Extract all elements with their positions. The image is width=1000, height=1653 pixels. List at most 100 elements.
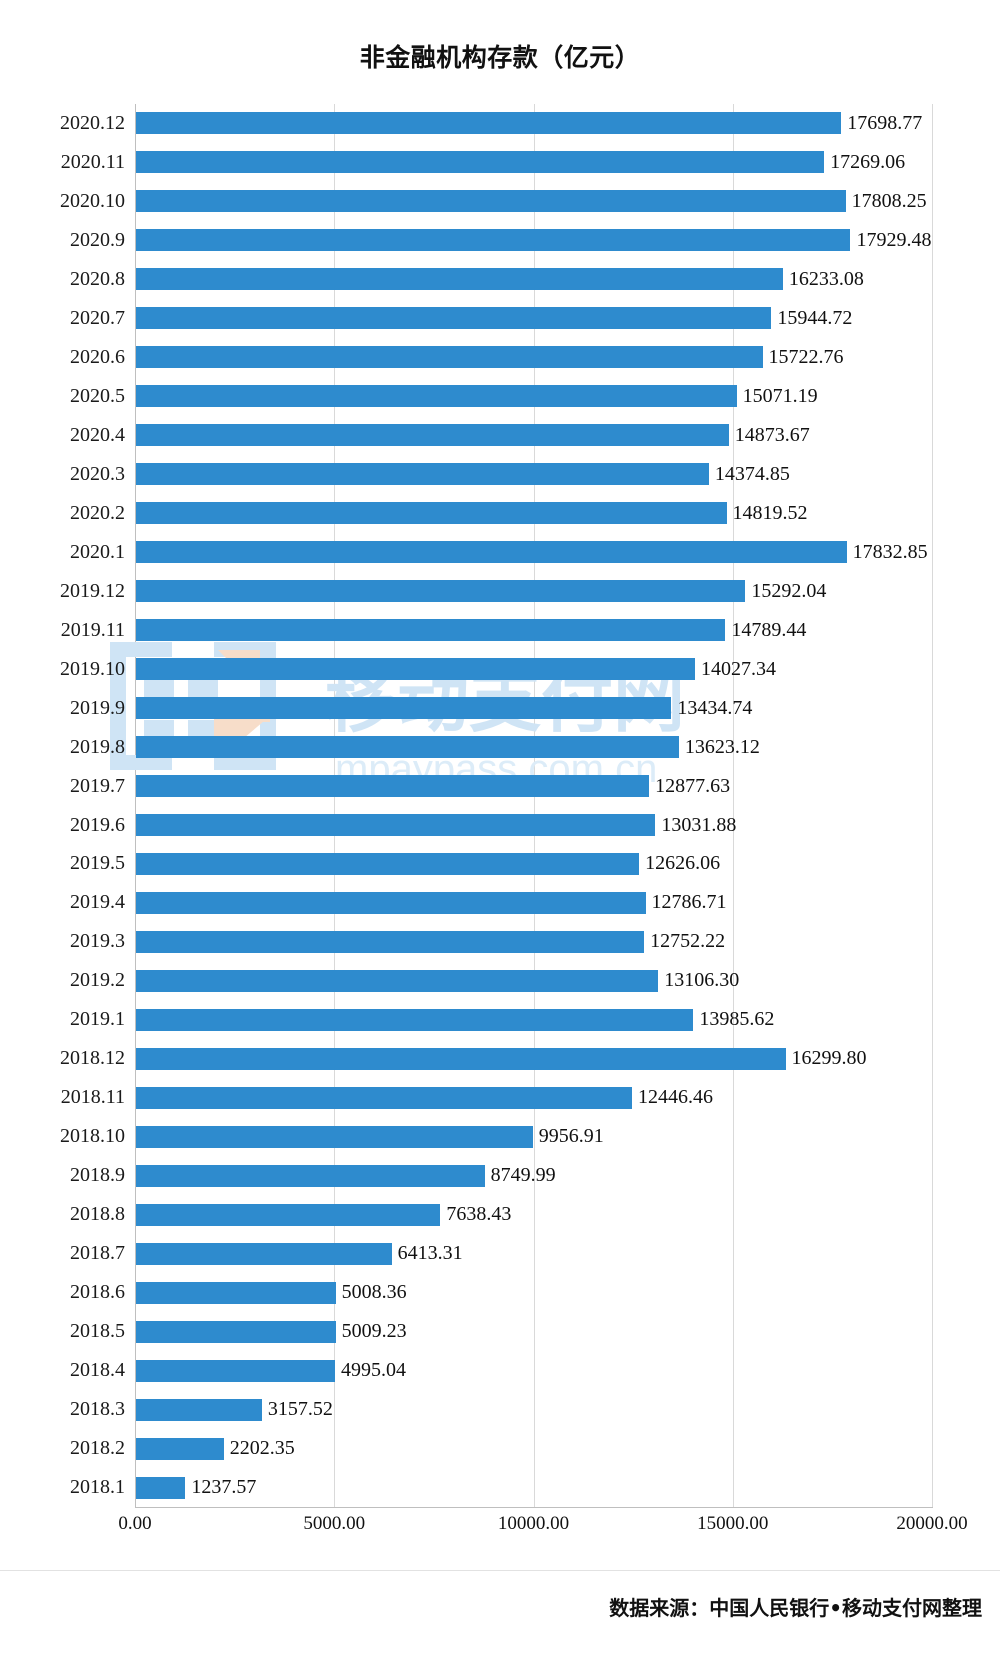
bar-track: 4995.04 [136,1351,1000,1390]
bar[interactable] [136,502,727,525]
bar-row: 2019.10 14027.34 [0,650,1000,689]
bar-row: 2018.6 5008.36 [0,1273,1000,1312]
category-label: 2020.12 [60,112,125,134]
bar-track: 12446.46 [136,1078,1000,1117]
category-label: 2020.11 [60,150,125,173]
category-label: 2020.3 [70,462,125,485]
bar[interactable] [136,541,847,564]
category-label: 2019.12 [60,579,125,602]
bar[interactable] [136,151,825,174]
bar[interactable] [136,1242,392,1265]
bar[interactable] [136,1437,224,1460]
category-label: 2018.10 [60,1125,125,1148]
category-label: 2019.7 [70,774,125,797]
bar[interactable] [136,1398,262,1421]
bar-value-label: 16233.08 [788,267,864,290]
bar-value-label: 13985.62 [699,1008,775,1031]
bar-value-label: 7638.43 [446,1203,512,1226]
gridline-10000 [534,104,535,1507]
bar-row: 2020.12 17698.77 [0,104,1000,143]
bar-track: 17269.06 [136,143,1000,182]
bar-value-label: 9956.91 [538,1125,604,1148]
bar-track: 14027.34 [136,650,1000,689]
bar-value-label: 14819.52 [732,501,808,524]
bar[interactable] [136,1476,186,1499]
bar-value-label: 16299.80 [791,1047,867,1070]
bar[interactable] [136,619,726,642]
gridline-15000 [733,104,734,1507]
bar[interactable] [136,1086,632,1109]
bar-value-label: 12626.06 [645,852,721,875]
category-label: 2018.1 [70,1476,125,1499]
bar-value-label: 4995.04 [341,1359,407,1382]
bar-value-label: 12446.46 [637,1086,713,1109]
category-label: 2018.3 [70,1398,125,1421]
bar-track: 16299.80 [136,1039,1000,1078]
bar-value-label: 17808.25 [851,189,927,212]
bar[interactable] [136,697,672,720]
bar-track: 6413.31 [136,1234,1000,1273]
bar[interactable] [136,1203,441,1226]
category-label: 2020.1 [70,540,125,563]
bar-value-label: 15292.04 [751,579,827,602]
bar-track: 9956.91 [136,1117,1000,1156]
x-axis-line [135,1507,933,1508]
category-label: 2019.3 [70,930,125,953]
bar[interactable] [136,112,842,135]
bar-track: 15722.76 [136,338,1000,377]
bar[interactable] [136,1359,336,1382]
bar-value-label: 13106.30 [664,969,740,992]
bar[interactable] [136,658,695,681]
bar[interactable] [136,1320,336,1343]
category-label: 2018.4 [70,1359,125,1382]
bar-row: 2019.4 12786.71 [0,883,1000,922]
bar-value-label: 1237.57 [191,1476,257,1499]
bar-value-label: 3157.52 [267,1398,333,1421]
bar-value-label: 5009.23 [341,1320,407,1343]
bar[interactable] [136,190,846,213]
bar-value-label: 17698.77 [847,112,923,134]
bar[interactable] [136,813,656,836]
bar[interactable] [136,1008,694,1031]
bar[interactable] [136,1281,336,1304]
bar[interactable] [136,1125,533,1148]
category-label: 2020.7 [70,306,125,329]
category-label: 2018.9 [70,1164,125,1187]
bar[interactable] [136,969,659,992]
bar-track: 17808.25 [136,182,1000,221]
bar-track: 14873.67 [136,416,1000,455]
bar[interactable] [136,930,645,953]
bar[interactable] [136,346,763,369]
category-label: 2020.6 [70,345,125,368]
bar[interactable] [136,775,650,797]
bar[interactable] [136,852,640,875]
bar[interactable] [136,424,729,447]
bar-rows: 2020.12 17698.77 2020.11 17269.06 2020.10 178… [0,104,1000,1507]
bar-row: 2018.10 9956.91 [0,1117,1000,1156]
bar[interactable] [136,1164,485,1187]
bar-track: 15944.72 [136,299,1000,338]
category-label: 2018.5 [70,1320,125,1343]
bar[interactable] [136,580,746,603]
category-label: 2020.4 [70,423,125,446]
bar[interactable] [136,736,679,759]
bar[interactable] [136,307,772,330]
bar-row: 2019.9 13434.74 [0,689,1000,728]
bar-track: 17698.77 [136,104,1000,143]
category-label: 2018.7 [70,1242,125,1265]
bar[interactable] [136,268,783,291]
category-label: 2020.9 [70,228,125,251]
bar-track: 13031.88 [136,806,1000,845]
bar[interactable] [136,385,737,408]
bar[interactable] [136,229,851,252]
bar[interactable] [136,891,646,914]
bar-row: 2018.3 3157.52 [0,1390,1000,1429]
bar-track: 12626.06 [136,844,1000,883]
bar[interactable] [136,463,709,486]
bar[interactable] [136,1047,786,1070]
category-label: 2020.10 [60,189,125,212]
bar-row: 2019.7 12877.63 [0,767,1000,806]
category-label: 2019.10 [60,657,125,680]
bar-row: 2019.5 12626.06 [0,844,1000,883]
